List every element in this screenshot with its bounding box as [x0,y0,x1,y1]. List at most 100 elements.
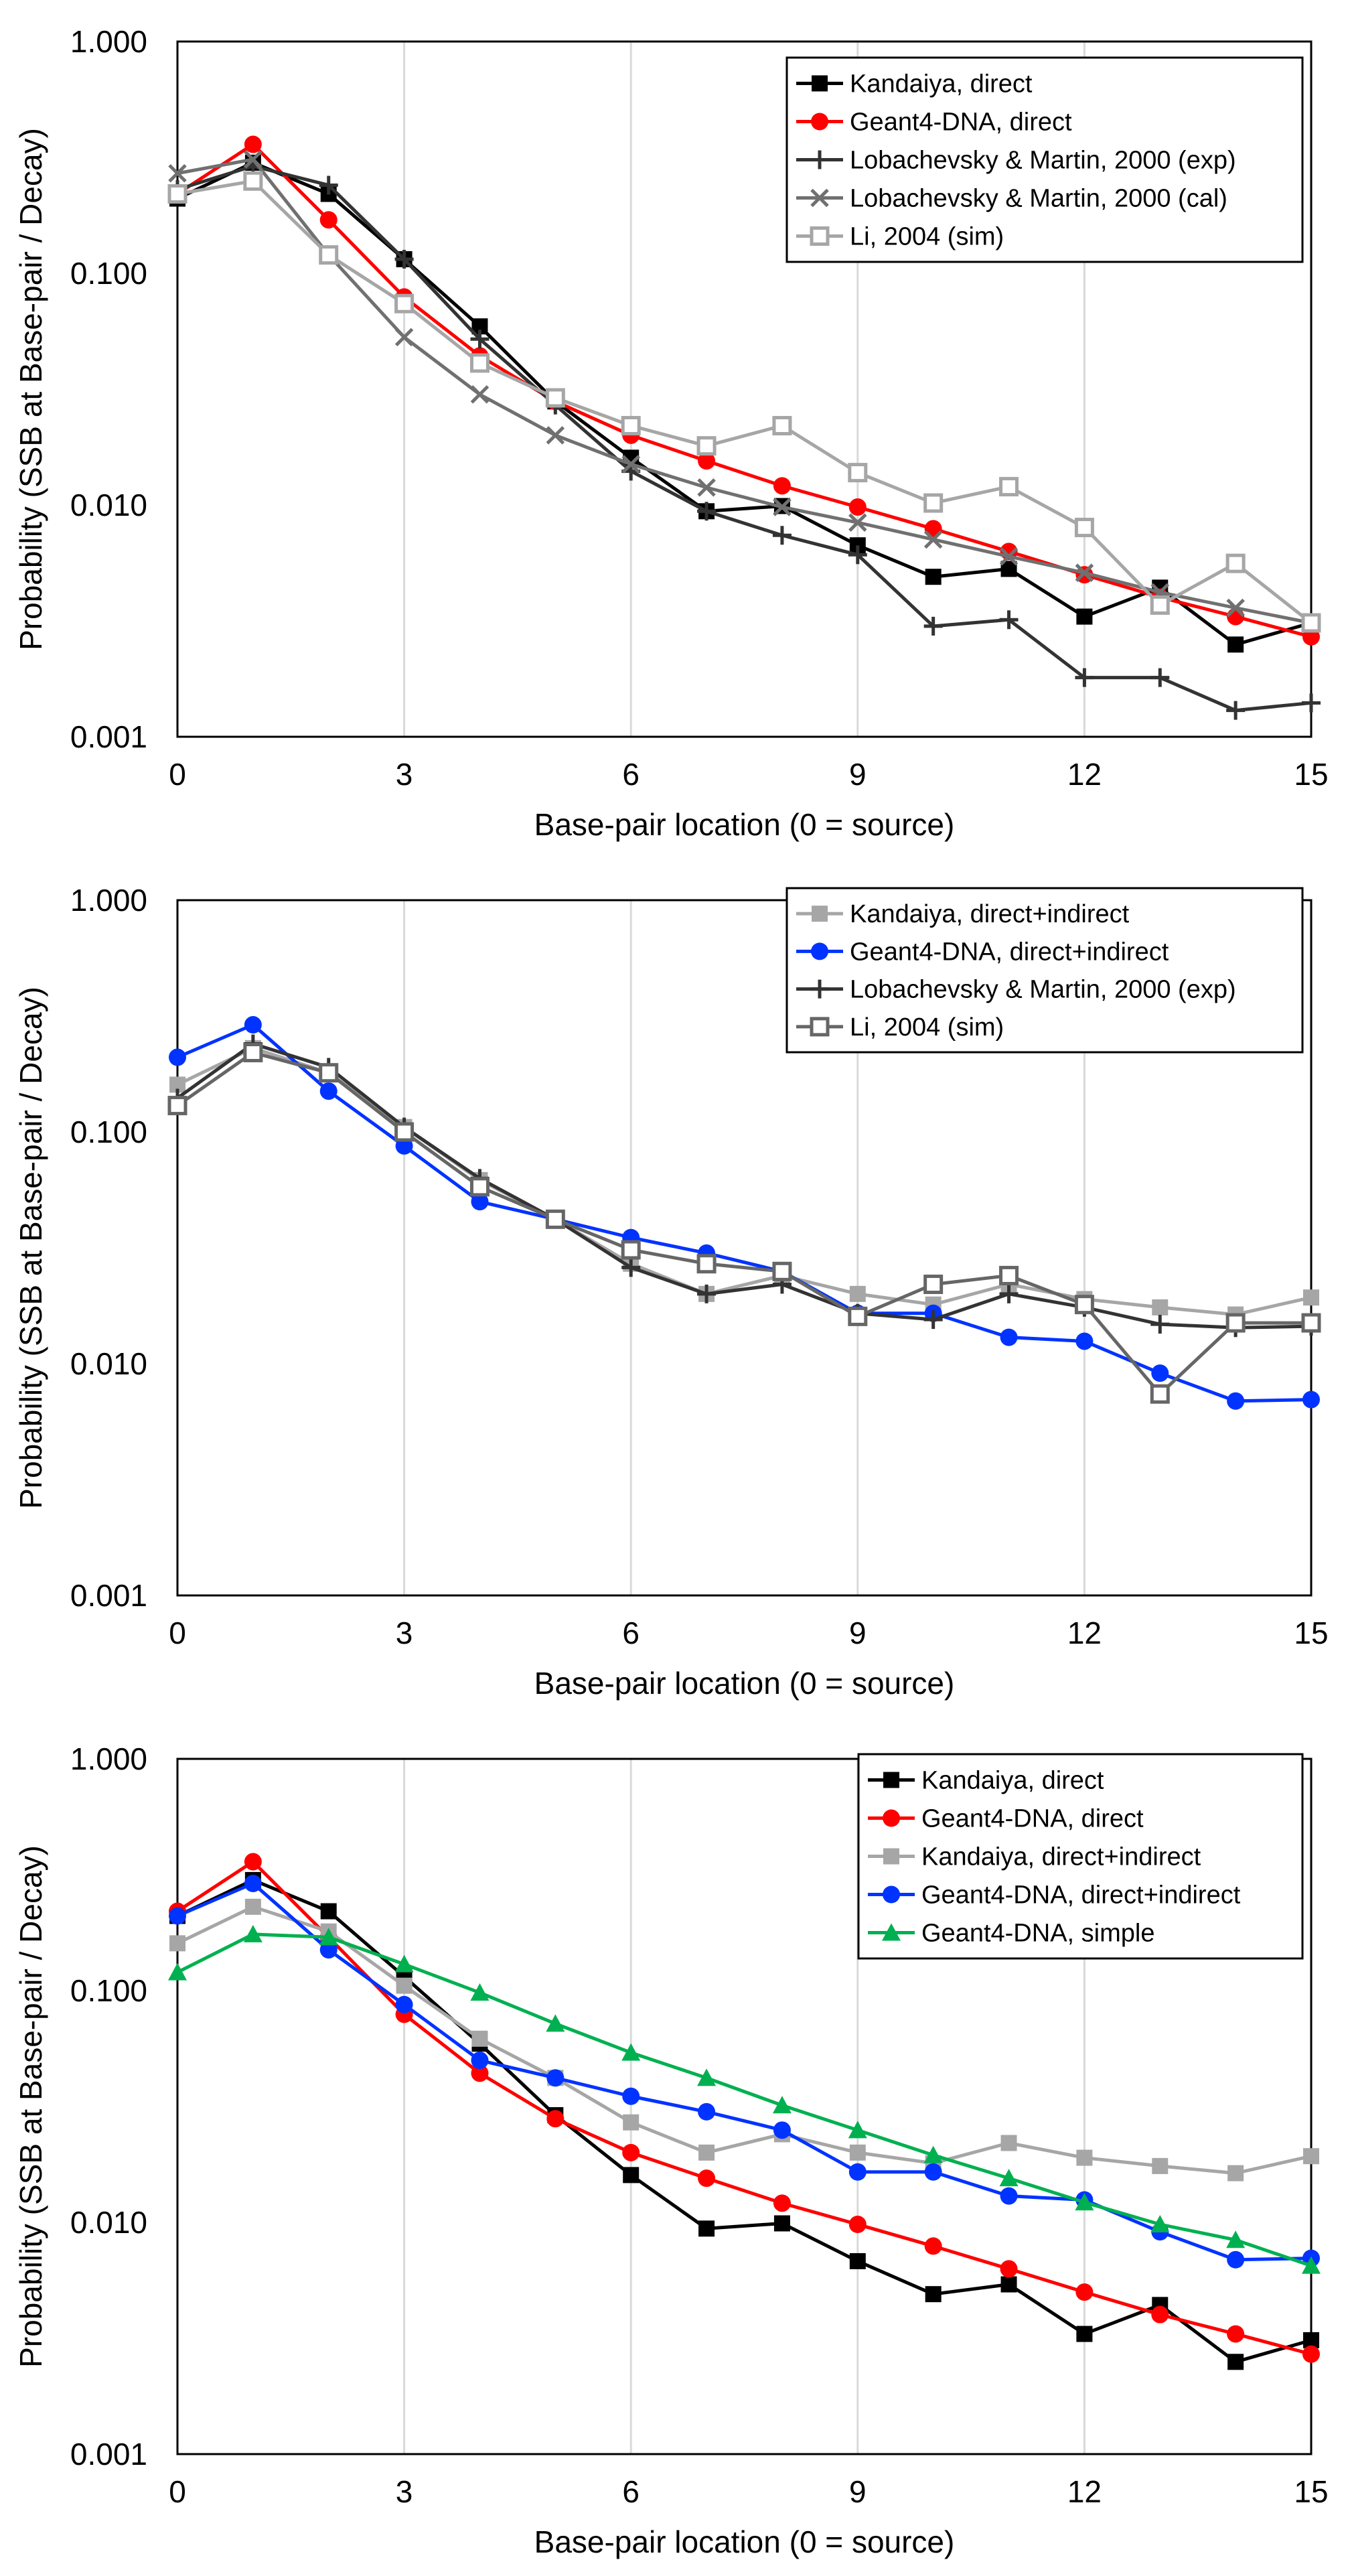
legend-marker [810,150,829,169]
data-point [1150,668,1170,687]
x-tick-label: 15 [1294,2474,1328,2509]
data-point [319,1063,339,1083]
series-geant4-dna-direct-indirect [169,1875,1320,2269]
series-line [177,1023,1312,1403]
series-line [177,1881,1312,2262]
data-point [1227,2354,1244,2370]
legend-marker [883,1848,899,1865]
y-tick-label: 0.001 [70,2437,147,2472]
legend-label: Li, 2004 (sim) [850,1013,1004,1042]
data-point [167,1096,188,1116]
legend-item: Lobachevsky & Martin, 2000 (exp) [796,147,1236,175]
data-point [1000,2187,1018,2205]
data-point [848,1306,868,1326]
x-tick-label: 3 [396,1616,413,1650]
data-point [621,1240,641,1260]
legend-item: Li, 2004 (sim) [796,223,1004,251]
data-point [395,1995,413,2013]
y-tick-label: 0.010 [70,488,147,522]
data-point [924,2237,942,2255]
data-point [1000,2276,1017,2293]
legend-marker [810,1017,830,1037]
data-point [469,1177,490,1197]
data-point [244,1898,261,1915]
data-point [848,545,867,565]
legend-item: Lobachevsky & Martin, 2000 (cal) [796,185,1227,213]
data-point [925,2286,942,2303]
data-point [698,2102,716,2121]
data-point [923,1310,943,1330]
x-tick-label: 6 [622,2474,640,2509]
data-point [772,416,792,436]
y-tick-label: 0.001 [70,1578,147,1613]
series-line [177,179,1313,624]
data-point [1302,1390,1320,1409]
data-point [169,1048,186,1066]
data-point [848,498,867,516]
legend-label: Kandaiya, direct+indirect [850,900,1130,928]
y-tick-label: 1.000 [70,24,147,59]
data-point [773,2121,791,2139]
series-line [176,1878,1312,2364]
legend-item: Geant4-DNA, direct+indirect [868,1881,1241,1910]
data-point [697,502,717,521]
data-point [623,2114,640,2131]
data-point [848,2121,867,2139]
legend-marker [810,188,829,208]
data-point [471,2030,488,2047]
data-point [773,2194,791,2212]
data-point [999,1265,1019,1285]
data-point [772,526,792,545]
legend-label: Lobachevsky & Martin, 2000 (exp) [850,147,1236,175]
legend-marker [882,1923,901,1941]
data-point [319,211,338,229]
data-point [168,1962,187,1981]
series-line [177,164,1312,713]
data-point [696,436,717,456]
data-point [1226,2230,1246,2248]
x-tick-label: 6 [622,1616,640,1650]
data-point [243,1043,263,1063]
data-point [622,2143,640,2161]
data-point [1152,1299,1169,1315]
data-point [1075,668,1094,687]
x-tick-label: 6 [622,757,640,792]
data-point [1076,608,1093,625]
data-point [244,1853,262,1871]
data-point [622,2087,640,2105]
data-point [698,2144,715,2161]
data-point [1226,598,1245,618]
legend-marker [811,113,828,131]
data-point [1302,2345,1320,2363]
data-point [1302,693,1321,713]
data-point [773,2215,790,2232]
data-point [1150,2215,1170,2233]
data-point [394,249,414,269]
data-point [1074,1295,1094,1315]
data-point [621,1258,641,1277]
data-point [169,1935,185,1952]
data-point [698,452,716,470]
data-point [546,2014,565,2032]
data-point [1075,2193,1094,2211]
data-point [849,2252,866,2269]
legend-item: Li, 2004 (sim) [796,1013,1004,1042]
data-point [168,163,187,183]
data-point [469,353,490,373]
data-point [1301,613,1321,633]
legend-label: Li, 2004 (sim) [850,223,1004,251]
y-tick-label: 0.100 [70,1973,147,2008]
legend-marker [812,906,828,922]
chart-panel-middle: 0 3 6 9 12 15 0.001 0.010 0.100 1.000 Base-pair lo… [13,883,1329,1701]
data-point [1000,1328,1018,1346]
data-point [923,530,943,549]
chart-panel-top: 0 3 6 9 12 15 0.001 0.010 0.100 1.000 Base-pair lo… [13,24,1329,842]
y-axis-label: Probability (SSB at Base-pair / Decay) [13,128,48,650]
series-geant4-dna-simple [168,1924,1321,2274]
legend-label: Lobachevsky & Martin, 2000 (exp) [850,976,1236,1004]
data-point [1227,636,1244,653]
legend-item: Kandaiya, direct [796,70,1033,98]
data-point [621,2043,641,2061]
data-point [1000,2260,1018,2278]
data-point [545,388,565,408]
